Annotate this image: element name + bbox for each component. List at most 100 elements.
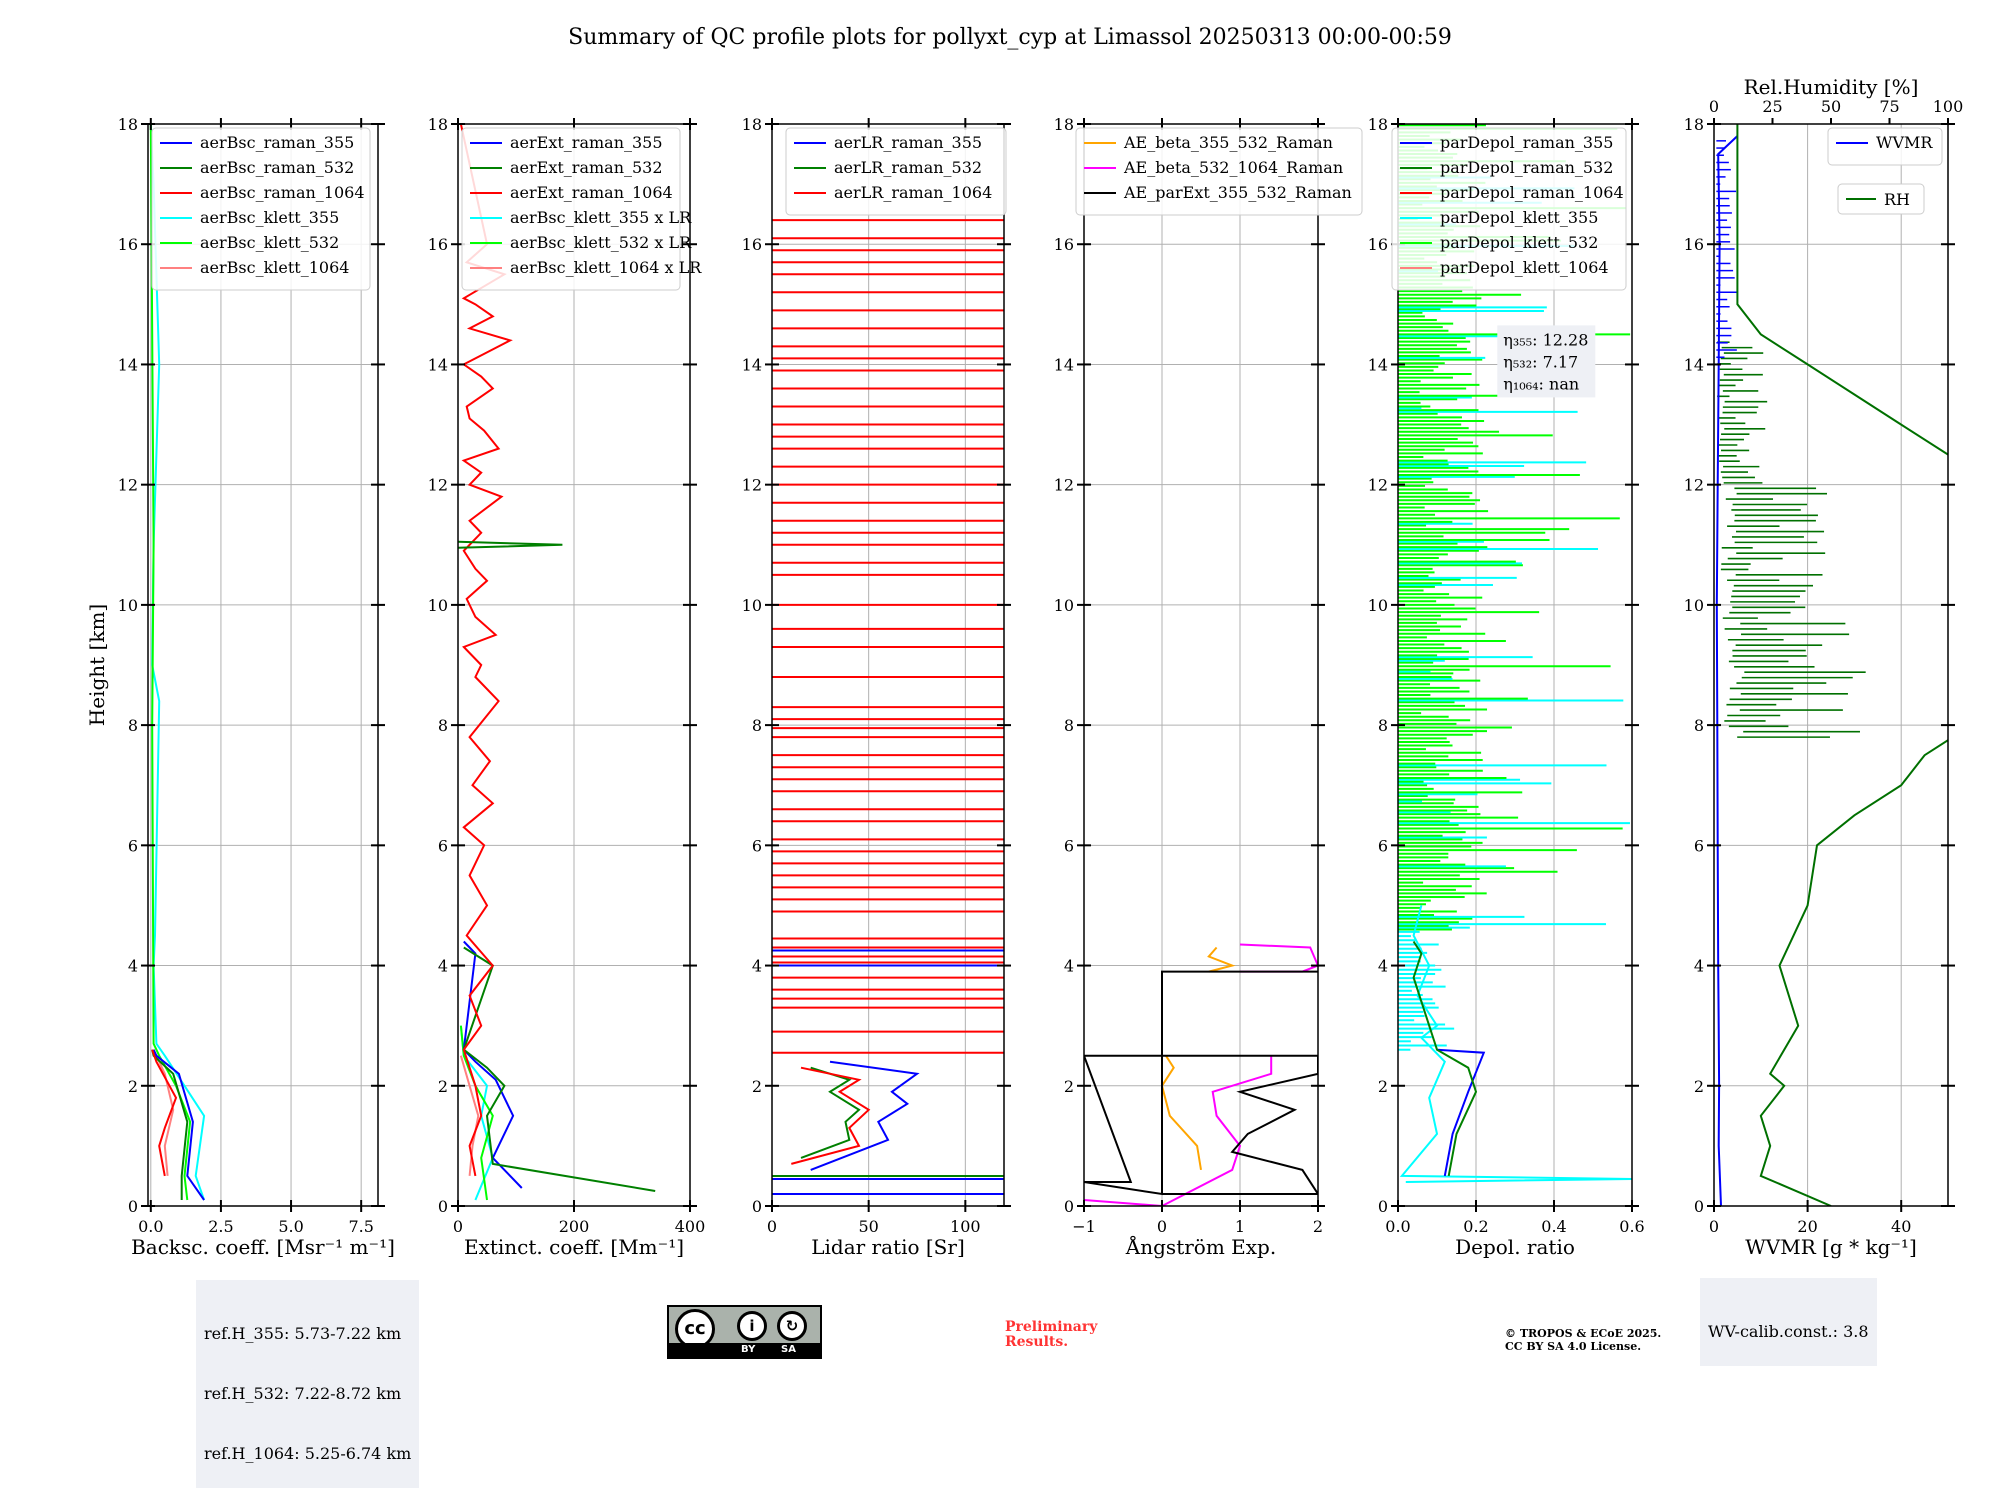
legend-entry: aerExt_raman_532 — [510, 158, 663, 177]
y-tick-label: 12 — [742, 476, 762, 495]
legend-entry: parDepol_klett_355 — [1440, 208, 1598, 227]
series-aerLR_raman_355 — [810, 1060, 920, 1171]
y-tick-label: 2 — [1694, 1077, 1704, 1096]
axes-frame — [771, 123, 1005, 1207]
axes-frame — [1397, 123, 1633, 1207]
series-RH — [1736, 124, 1948, 1206]
wv-calib-text: WV-calib.const.: 3.8 — [1708, 1322, 1869, 1341]
x-tick-label: 100 — [950, 1217, 981, 1236]
legend-entry: AE_beta_532_1064_Raman — [1123, 158, 1343, 177]
x-tick-label: 200 — [559, 1217, 590, 1236]
series-AE_parExt_355_532_Raman — [1084, 970, 1318, 1196]
legend2-entry: RH — [1884, 190, 1910, 209]
y-tick-label: 8 — [752, 716, 762, 735]
ref-height-box: ref.H_355: 5.73-7.22 km ref.H_532: 7.22-… — [196, 1280, 420, 1488]
y-tick-label: 2 — [752, 1077, 762, 1096]
top-x-tick-label: 100 — [1933, 97, 1964, 116]
y-tick-label: 12 — [1684, 476, 1704, 495]
depol-annotation-box — [1497, 325, 1596, 398]
y-tick-label: 0 — [1694, 1197, 1704, 1216]
copyright-line-2: CC BY SA 4.0 License. — [1505, 1340, 1642, 1353]
legend-ae: AE_beta_355_532_Raman AE_beta_532_1064_Ra… — [1075, 127, 1363, 216]
series-parDepol_raman_355 — [1436, 1048, 1486, 1177]
preliminary-line-1: Preliminary — [1005, 1319, 1098, 1335]
depol-annotation: η₁₀₆₄: nan — [1503, 374, 1579, 393]
series-WVMR — [1715, 135, 1739, 1206]
legend-depol: parDepol_raman_355 parDepol_raman_532 parD… — [1391, 127, 1627, 291]
y-tick-label: 6 — [1694, 836, 1704, 855]
legend2-box — [1837, 183, 1925, 215]
copyright-line-1: © TROPOS & ECoE 2025. — [1505, 1327, 1662, 1340]
ref-height-1064: ref.H_1064: 5.25-6.74 km — [204, 1444, 412, 1463]
depol-annotation: η₅₃₂: 7.17 — [1503, 352, 1578, 371]
legend-wv: WVMR RH — [1827, 127, 1943, 215]
x-tick-label: 5.0 — [278, 1217, 303, 1236]
figure: Summary of QC profile plots for pollyxt_… — [85, 25, 1964, 1259]
y-tick-label: 12 — [428, 476, 448, 495]
y-tick-label: 12 — [1054, 476, 1074, 495]
y-tick-label: 16 — [428, 235, 448, 254]
legend-entry: aerLR_raman_355 — [834, 133, 982, 152]
y-tick-label: 6 — [752, 836, 762, 855]
y-tick-label: 4 — [1694, 957, 1704, 976]
y-tick-label: 10 — [742, 596, 762, 615]
legend-box — [1391, 127, 1627, 291]
legend-entry: AE_beta_355_532_Raman — [1123, 133, 1333, 152]
legend-bsc: aerBsc_raman_355 aerBsc_raman_532 aerBsc_r… — [151, 127, 371, 291]
cc-sa-label: SA — [781, 1344, 796, 1355]
top-x-tick-label: 0 — [1709, 97, 1719, 116]
cc-icon: cc — [675, 1309, 715, 1349]
cc-label-bar — [669, 1343, 820, 1357]
y-tick-label: 10 — [1368, 596, 1388, 615]
ref-height-532: ref.H_532: 7.22-8.72 km — [204, 1384, 402, 1403]
y-tick-label: 16 — [1684, 235, 1704, 254]
y-tick-label: 6 — [1064, 836, 1074, 855]
y-tick-label: 8 — [1694, 716, 1704, 735]
legend-entry: aerBsc_raman_1064 — [200, 183, 365, 202]
legend-entry: aerExt_raman_355 — [510, 133, 663, 152]
series-aerBsc_klett_1064 x LR — [459, 1055, 480, 1176]
legend-entry: parDepol_raman_1064 — [1440, 183, 1624, 202]
x-tick-label: 0 — [767, 1217, 777, 1236]
legend-entry: parDepol_klett_1064 — [1440, 258, 1609, 277]
series-aerExt_raman_1064 — [459, 124, 513, 1177]
cc-by-sa-license-logo: cc i ↻ BY SA — [667, 1305, 822, 1359]
y-axis-label: Height [km] — [85, 604, 109, 726]
x-tick-label: 0.0 — [138, 1217, 163, 1236]
legend-entry: aerBsc_klett_355 — [200, 208, 339, 227]
top-x-tick-label: 75 — [1879, 97, 1899, 116]
legend-entry: parDepol_raman_355 — [1440, 133, 1613, 152]
person-icon: i — [737, 1311, 767, 1341]
top-x-tick-label: 50 — [1821, 97, 1841, 116]
y-tick-label: 14 — [1684, 355, 1704, 374]
top-x-axis-label: Rel.Humidity [%] — [1744, 75, 1919, 99]
x-tick-label: 0 — [1709, 1217, 1719, 1236]
legend-entry: AE_parExt_355_532_Raman — [1123, 183, 1352, 202]
series-parDepol_raman_532 — [1412, 940, 1478, 1177]
legend-entry: parDepol_raman_532 — [1440, 158, 1613, 177]
y-tick-label: 14 — [1368, 355, 1388, 374]
y-tick-label: 18 — [118, 115, 138, 134]
data-ae — [1084, 943, 1318, 1206]
legend-ext: aerExt_raman_355 aerExt_raman_532 aerExt_r… — [461, 127, 702, 291]
y-tick-label: 16 — [118, 235, 138, 254]
data-lr — [772, 219, 1004, 1195]
y-tick-label: 14 — [742, 355, 762, 374]
legend-entry: aerBsc_raman_532 — [200, 158, 354, 177]
x-tick-label: 0.0 — [1385, 1217, 1410, 1236]
depol-annotation: η₃₅₅: 12.28 — [1503, 330, 1588, 349]
legend-entry: aerLR_raman_1064 — [834, 183, 992, 202]
x-tick-label: −1 — [1072, 1217, 1096, 1236]
y-tick-label: 4 — [438, 957, 448, 976]
series-aerBsc_klett_355 — [149, 124, 206, 1201]
x-tick-label: 0.6 — [1619, 1217, 1644, 1236]
y-tick-label: 10 — [1054, 596, 1074, 615]
cc-by-label: BY — [741, 1344, 756, 1355]
x-axis-label: Extinct. coeff. [Mm⁻¹] — [464, 1235, 684, 1259]
y-tick-label: 16 — [1368, 235, 1388, 254]
y-tick-label: 4 — [1378, 957, 1388, 976]
